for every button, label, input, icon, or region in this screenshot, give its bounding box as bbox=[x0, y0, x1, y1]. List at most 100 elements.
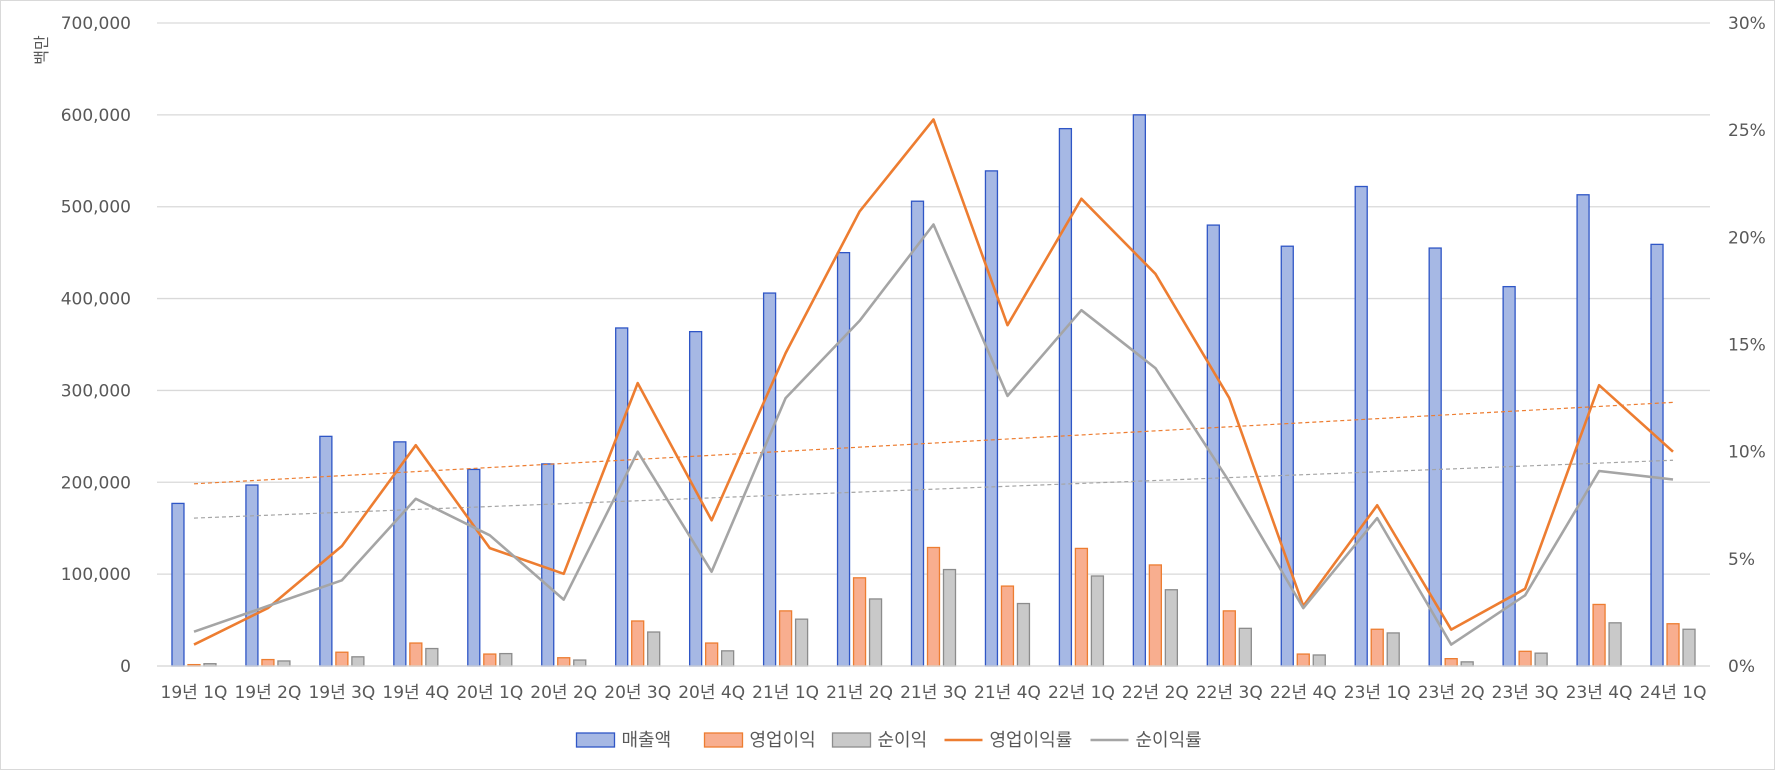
bar bbox=[393, 441, 407, 667]
bar bbox=[1148, 564, 1163, 667]
x-tick-label: 23년 1Q bbox=[1344, 683, 1411, 703]
bar bbox=[1164, 589, 1179, 667]
legend-item: 순이익률 bbox=[1090, 730, 1202, 751]
x-tick-label: 21년 3Q bbox=[900, 683, 967, 703]
x-tick-label: 21년 1Q bbox=[752, 683, 819, 703]
legend-item: 영업이익률 bbox=[944, 730, 1073, 751]
y2-tick-label: 25% bbox=[1728, 121, 1766, 141]
bar bbox=[1666, 623, 1680, 667]
x-tick-label: 20년 3Q bbox=[604, 683, 671, 703]
bar bbox=[1608, 622, 1622, 667]
right-axis: 0% 5% 10% 15% 20% 25% 30% bbox=[1728, 14, 1766, 677]
bar bbox=[631, 620, 645, 667]
legend-swatch bbox=[831, 732, 872, 748]
bar bbox=[1296, 653, 1310, 667]
bar bbox=[1016, 602, 1031, 667]
bar bbox=[1444, 658, 1458, 667]
bar bbox=[704, 642, 719, 667]
bar bbox=[762, 292, 777, 667]
bar bbox=[1222, 610, 1236, 667]
y-tick-label: 700,000 bbox=[61, 14, 131, 34]
y2-tick-label: 5% bbox=[1728, 550, 1755, 570]
y-tick-label: 300,000 bbox=[61, 381, 131, 401]
bar bbox=[1280, 245, 1294, 667]
trendline bbox=[193, 459, 1674, 519]
x-tick-label: 19년 2Q bbox=[234, 683, 301, 703]
bar bbox=[319, 435, 333, 667]
x-axis: 19년 1Q 19년 2Q 19년 3Q 19년 4Q 20년 1Q 20년 2Q 20년 … bbox=[157, 665, 1710, 703]
bar bbox=[1206, 224, 1220, 667]
y-tick-label: 500,000 bbox=[61, 198, 131, 218]
legend-swatch bbox=[575, 732, 616, 748]
legend-item: 영업이익 bbox=[703, 730, 816, 751]
bar-series-1 bbox=[187, 546, 1680, 667]
bar bbox=[1058, 127, 1073, 667]
legend-label: 순이익률 bbox=[1136, 730, 1202, 751]
y-tick-label: 100,000 bbox=[61, 565, 131, 585]
y2-tick-label: 15% bbox=[1728, 336, 1766, 356]
bar-series bbox=[171, 114, 1696, 667]
bar bbox=[425, 647, 439, 667]
bar bbox=[1386, 632, 1400, 667]
x-tick-label: 19년 1Q bbox=[161, 683, 228, 703]
y2-tick-label: 0% bbox=[1728, 657, 1755, 677]
bar bbox=[926, 546, 941, 667]
bar bbox=[335, 651, 349, 667]
legend-label: 영업이익률 bbox=[990, 730, 1073, 751]
line-series-0 bbox=[193, 118, 1674, 646]
y-tick-label: 0 bbox=[120, 657, 131, 677]
bar bbox=[245, 484, 259, 667]
x-tick-label: 24년 1Q bbox=[1640, 683, 1707, 703]
x-tick-label: 23년 4Q bbox=[1566, 683, 1633, 703]
line-series bbox=[193, 118, 1674, 646]
bar bbox=[261, 658, 275, 667]
bar bbox=[499, 652, 513, 667]
y-tick-label: 200,000 bbox=[61, 473, 131, 493]
x-tick-label: 22년 4Q bbox=[1270, 683, 1337, 703]
x-tick-label: 19년 3Q bbox=[308, 683, 375, 703]
bar bbox=[1000, 585, 1015, 667]
legend-swatch bbox=[703, 732, 744, 748]
x-tick-label: 20년 2Q bbox=[530, 683, 597, 703]
legend: 매출액 영업이익 순이익 영업이익률 순이익률 bbox=[575, 730, 1202, 751]
bar bbox=[836, 251, 851, 667]
x-tick-label: 22년 1Q bbox=[1048, 683, 1115, 703]
bar-series-0 bbox=[171, 114, 1664, 667]
legend-item: 매출액 bbox=[575, 730, 672, 751]
bar bbox=[467, 468, 481, 667]
trendlines bbox=[193, 401, 1674, 519]
x-tick-label: 21년 4Q bbox=[974, 683, 1041, 703]
bar-series-2 bbox=[203, 568, 1696, 667]
bar bbox=[483, 653, 497, 667]
x-tick-label: 19년 4Q bbox=[382, 683, 449, 703]
bar bbox=[1682, 628, 1696, 667]
legend-label: 영업이익 bbox=[750, 730, 816, 751]
bar bbox=[1074, 547, 1089, 667]
y-tick-label: 600,000 bbox=[61, 106, 131, 126]
legend-item: 순이익 bbox=[831, 730, 927, 751]
bar bbox=[409, 642, 423, 667]
bar bbox=[1238, 627, 1252, 667]
bar bbox=[942, 568, 957, 667]
x-tick-label: 20년 1Q bbox=[456, 683, 523, 703]
bar bbox=[778, 610, 793, 667]
x-tick-label: 22년 3Q bbox=[1196, 683, 1263, 703]
bar bbox=[984, 170, 999, 667]
bar bbox=[541, 463, 555, 667]
bar bbox=[351, 656, 365, 667]
bar bbox=[1312, 654, 1326, 667]
x-tick-label: 23년 2Q bbox=[1418, 683, 1485, 703]
bar bbox=[910, 200, 925, 667]
trendline bbox=[193, 401, 1674, 485]
bar bbox=[794, 618, 809, 667]
left-axis: 0 100,000 200,000 300,000 400,000 500,000 600,… bbox=[61, 14, 131, 677]
legend-label: 매출액 bbox=[622, 730, 672, 751]
bar bbox=[647, 631, 661, 667]
line-series-1 bbox=[193, 223, 1674, 646]
y2-tick-label: 20% bbox=[1728, 228, 1766, 248]
bar bbox=[852, 577, 867, 667]
bar bbox=[277, 660, 291, 667]
